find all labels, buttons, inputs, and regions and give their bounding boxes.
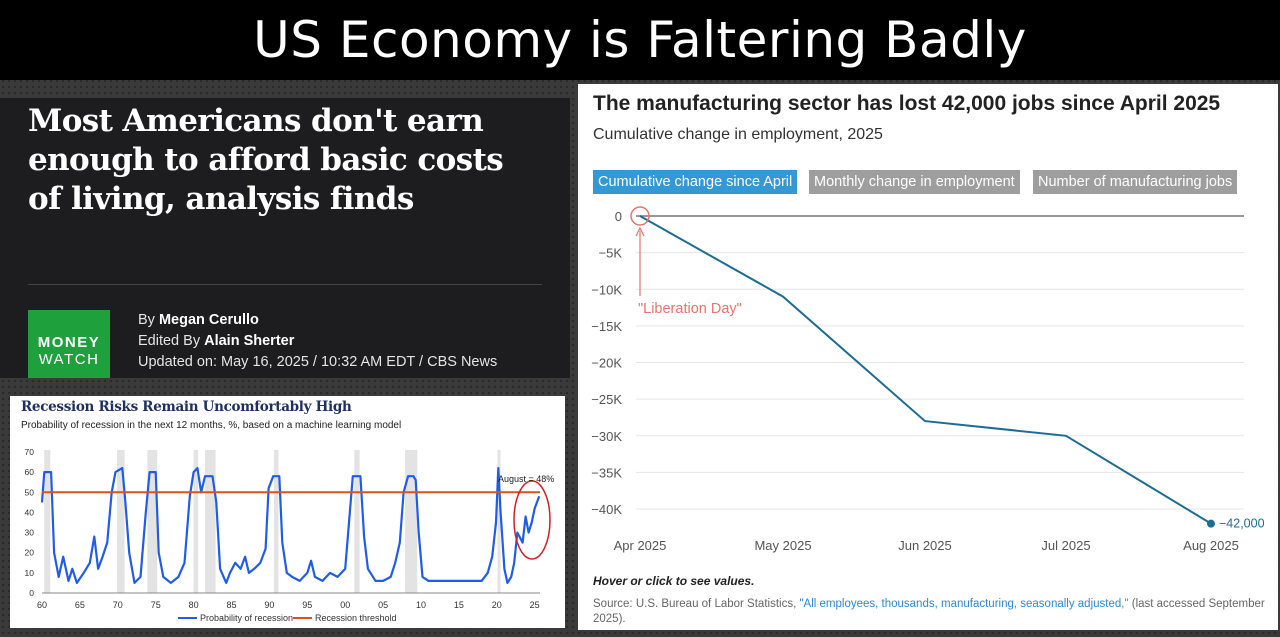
source-link[interactable]: "All employees, thousands, manufacturing… [799, 598, 1129, 610]
logo-line-1: MONEY [37, 334, 101, 351]
x-tick-label: 10 [416, 600, 426, 610]
x-tick-label: Jul 2025 [1041, 538, 1090, 553]
author-link[interactable]: Megan Cerullo [158, 312, 259, 328]
article-panel: Most Americans don't earn enough to affo… [0, 98, 570, 378]
byline-author: By Megan Cerullo [138, 312, 259, 328]
recession-chart: 0 10 20 30 40 50 60 70 60 65 70 75 80 85 90 95 00 05 10 15… [25, 447, 555, 623]
y-tick-label: −40K [591, 502, 622, 517]
y-tick-label: −5K [599, 246, 623, 261]
x-tick-label: 25 [530, 600, 540, 610]
y-tick-label: −35K [591, 465, 622, 480]
x-tick-label: 70 [113, 600, 123, 610]
recession-probability-line [40, 467, 541, 584]
tab-monthly-change[interactable]: Monthly change in employment [809, 170, 1020, 194]
byline-updated: Updated on: May 16, 2025 / 10:32 AM EDT … [138, 354, 498, 370]
y-tick-label: 40 [25, 507, 35, 517]
liberation-day-annotation: "Liberation Day" [638, 301, 742, 317]
edited-prefix: Edited By [138, 333, 201, 349]
source-suffix: (last accessed September 2025). [593, 598, 1265, 625]
logo-line-2: WATCH [38, 351, 100, 368]
y-tick-label: 30 [25, 528, 35, 538]
x-tick-label: 75 [151, 600, 161, 610]
x-tick-label: 60 [37, 600, 47, 610]
y-tick-label: −10K [591, 282, 622, 297]
recession-period-shade [117, 450, 125, 593]
by-prefix: By [138, 312, 155, 328]
recession-period-shade [44, 450, 51, 593]
moneywatch-logo[interactable]: MONEY WATCH [28, 310, 110, 378]
y-tick-label: −30K [591, 429, 622, 444]
y-tick-label: −15K [591, 319, 622, 334]
x-tick-label: 80 [189, 600, 199, 610]
manufacturing-chart-panel: The manufacturing sector has lost 42,000… [578, 84, 1278, 630]
hover-hint: Hover or click to see values. [593, 574, 755, 588]
manufacturing-chart[interactable]: 0 −5K −10K −15K −20K −25K −30K −35K −40K Apr 202… [578, 84, 1278, 564]
x-tick-label: 90 [264, 600, 274, 610]
august-annotation: August = 48% [498, 474, 554, 484]
recession-period-shade [405, 450, 418, 593]
y-tick-label: 20 [25, 548, 35, 558]
y-tick-label: 50 [25, 487, 35, 497]
source-prefix: Source: U.S. Bureau of Labor Statistics, [593, 598, 800, 610]
recession-chart-panel: Recession Risks Remain Uncomfortably Hig… [10, 396, 565, 628]
banner-title: US Economy is Faltering Badly [0, 0, 1280, 80]
y-tick-label: 0 [615, 209, 622, 224]
byline-editor: Edited By Alain Sherter [138, 333, 294, 349]
x-tick-label: 20 [492, 600, 502, 610]
x-tick-label: 05 [378, 600, 388, 610]
article-divider [28, 284, 542, 285]
y-tick-label: 60 [25, 467, 35, 477]
recession-period-shade [497, 450, 501, 593]
x-tick-label: 00 [340, 600, 350, 610]
tab-number-of-jobs[interactable]: Number of manufacturing jobs [1033, 170, 1238, 194]
recession-period-shade [147, 450, 158, 593]
liberation-day-marker [630, 206, 650, 226]
x-tick-label: 65 [75, 600, 85, 610]
x-tick-label: 85 [226, 600, 236, 610]
y-tick-label: 10 [25, 568, 35, 578]
recession-period-shade [354, 450, 360, 593]
legend-threshold-label: Recession threshold [315, 613, 397, 623]
x-tick-label: Aug 2025 [1183, 538, 1239, 553]
manufacturing-chart-title: The manufacturing sector has lost 42,000… [593, 92, 1221, 115]
end-value-label: −42,000 [1219, 517, 1265, 531]
x-tick-label: Apr 2025 [614, 538, 667, 553]
recession-chart-title: Recession Risks Remain Uncomfortably Hig… [21, 399, 352, 415]
manufacturing-chart-subtitle: Cumulative change in employment, 2025 [593, 126, 883, 143]
employment-change-line[interactable] [639, 215, 1212, 525]
end-point-marker[interactable] [1207, 519, 1215, 528]
legend-prob-label: Probability of recession [200, 613, 293, 623]
source-note: Source: U.S. Bureau of Labor Statistics,… [593, 597, 1268, 627]
recession-period-shade [204, 450, 216, 593]
editor-link[interactable]: Alain Sherter [204, 333, 295, 349]
y-tick-label: −25K [591, 392, 622, 407]
article-headline[interactable]: Most Americans don't earn enough to affo… [28, 103, 504, 217]
y-tick-label: 0 [29, 588, 34, 598]
x-tick-label: 15 [454, 600, 464, 610]
y-tick-label: −20K [591, 356, 622, 371]
x-tick-label: 95 [302, 600, 312, 610]
x-tick-label: Jun 2025 [898, 538, 952, 553]
recession-period-shade [193, 450, 199, 593]
arrow-head-icon [635, 226, 645, 237]
y-tick-label: 70 [25, 447, 35, 457]
recession-chart-subtitle: Probability of recession in the next 12 … [21, 420, 402, 431]
x-tick-label: May 2025 [754, 538, 811, 553]
tab-cumulative-change[interactable]: Cumulative change since April [593, 170, 798, 194]
highlight-circle [513, 480, 551, 560]
recession-period-shade [273, 450, 279, 593]
